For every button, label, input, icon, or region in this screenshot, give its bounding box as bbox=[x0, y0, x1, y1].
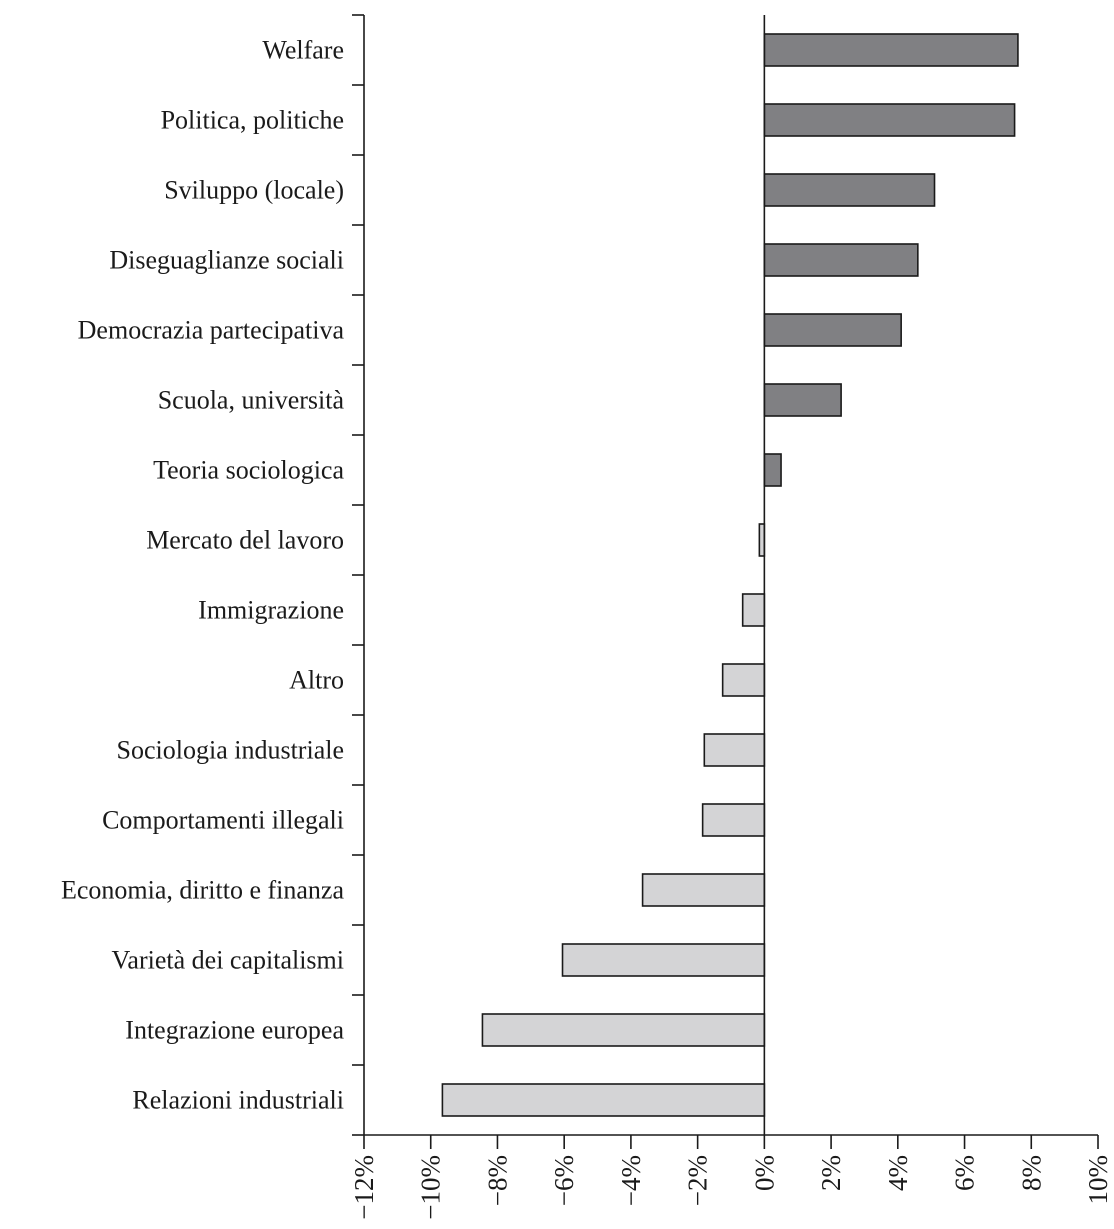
x-tick-label-7: 2% bbox=[816, 1155, 846, 1191]
category-labels: Welfare Politica, politiche Sviluppo (loca… bbox=[61, 36, 344, 1115]
category-label-5: Scuola, università bbox=[158, 386, 345, 415]
bar-15 bbox=[441, 1083, 766, 1117]
category-label-6: Teoria sociologica bbox=[153, 456, 344, 485]
x-tick-label-5: −2% bbox=[683, 1155, 713, 1206]
bar-1 bbox=[763, 103, 1016, 137]
x-tick-label-0: −12% bbox=[349, 1155, 379, 1220]
category-label-8: Immigrazione bbox=[198, 596, 344, 625]
bar-14 bbox=[481, 1013, 766, 1047]
bar-8 bbox=[741, 593, 766, 627]
x-tick-label-3: −6% bbox=[549, 1155, 579, 1206]
x-tick-label-9: 6% bbox=[950, 1155, 980, 1191]
bar-4 bbox=[763, 313, 902, 347]
x-tick-labels: −12% −10% −8% −6% −4% −2% 0% 2% 4% 6% 8% 10% bbox=[349, 1155, 1113, 1220]
x-tick-label-10: 8% bbox=[1016, 1155, 1046, 1191]
bar-0 bbox=[763, 33, 1019, 67]
bar-10 bbox=[703, 733, 766, 767]
bar-12 bbox=[641, 873, 766, 907]
x-tick-label-2: −8% bbox=[482, 1155, 512, 1206]
x-tick-label-8: 4% bbox=[883, 1155, 913, 1191]
category-label-10: Sociologia industriale bbox=[117, 736, 344, 765]
x-tick-label-1: −10% bbox=[416, 1155, 446, 1220]
category-label-11: Comportamenti illegali bbox=[102, 806, 344, 835]
x-tick-label-11: 10% bbox=[1083, 1155, 1113, 1205]
category-label-12: Economia, diritto e finanza bbox=[61, 876, 344, 905]
category-label-3: Diseguaglianze sociali bbox=[109, 246, 344, 275]
category-label-2: Sviluppo (locale) bbox=[164, 176, 344, 205]
category-label-13: Varietà dei capitalismi bbox=[112, 946, 344, 975]
axes-group bbox=[352, 14, 1099, 1149]
x-tick-label-6: 0% bbox=[749, 1155, 779, 1191]
bar-5 bbox=[763, 383, 842, 417]
bar-9 bbox=[721, 663, 766, 697]
category-label-4: Democrazia partecipativa bbox=[78, 316, 345, 345]
category-label-0: Welfare bbox=[262, 36, 344, 65]
bar-3 bbox=[763, 243, 919, 277]
bar-11 bbox=[701, 803, 766, 837]
bar-13 bbox=[561, 943, 766, 977]
category-label-9: Altro bbox=[289, 666, 344, 695]
category-label-7: Mercato del lavoro bbox=[146, 526, 344, 555]
bars-group bbox=[441, 33, 1019, 1117]
category-label-15: Relazioni industriali bbox=[132, 1086, 344, 1115]
category-label-14: Integrazione europea bbox=[125, 1016, 344, 1045]
bar-6 bbox=[763, 453, 782, 487]
x-tick-label-4: −4% bbox=[616, 1155, 646, 1206]
category-label-1: Politica, politiche bbox=[161, 106, 344, 135]
bar-2 bbox=[763, 173, 936, 207]
